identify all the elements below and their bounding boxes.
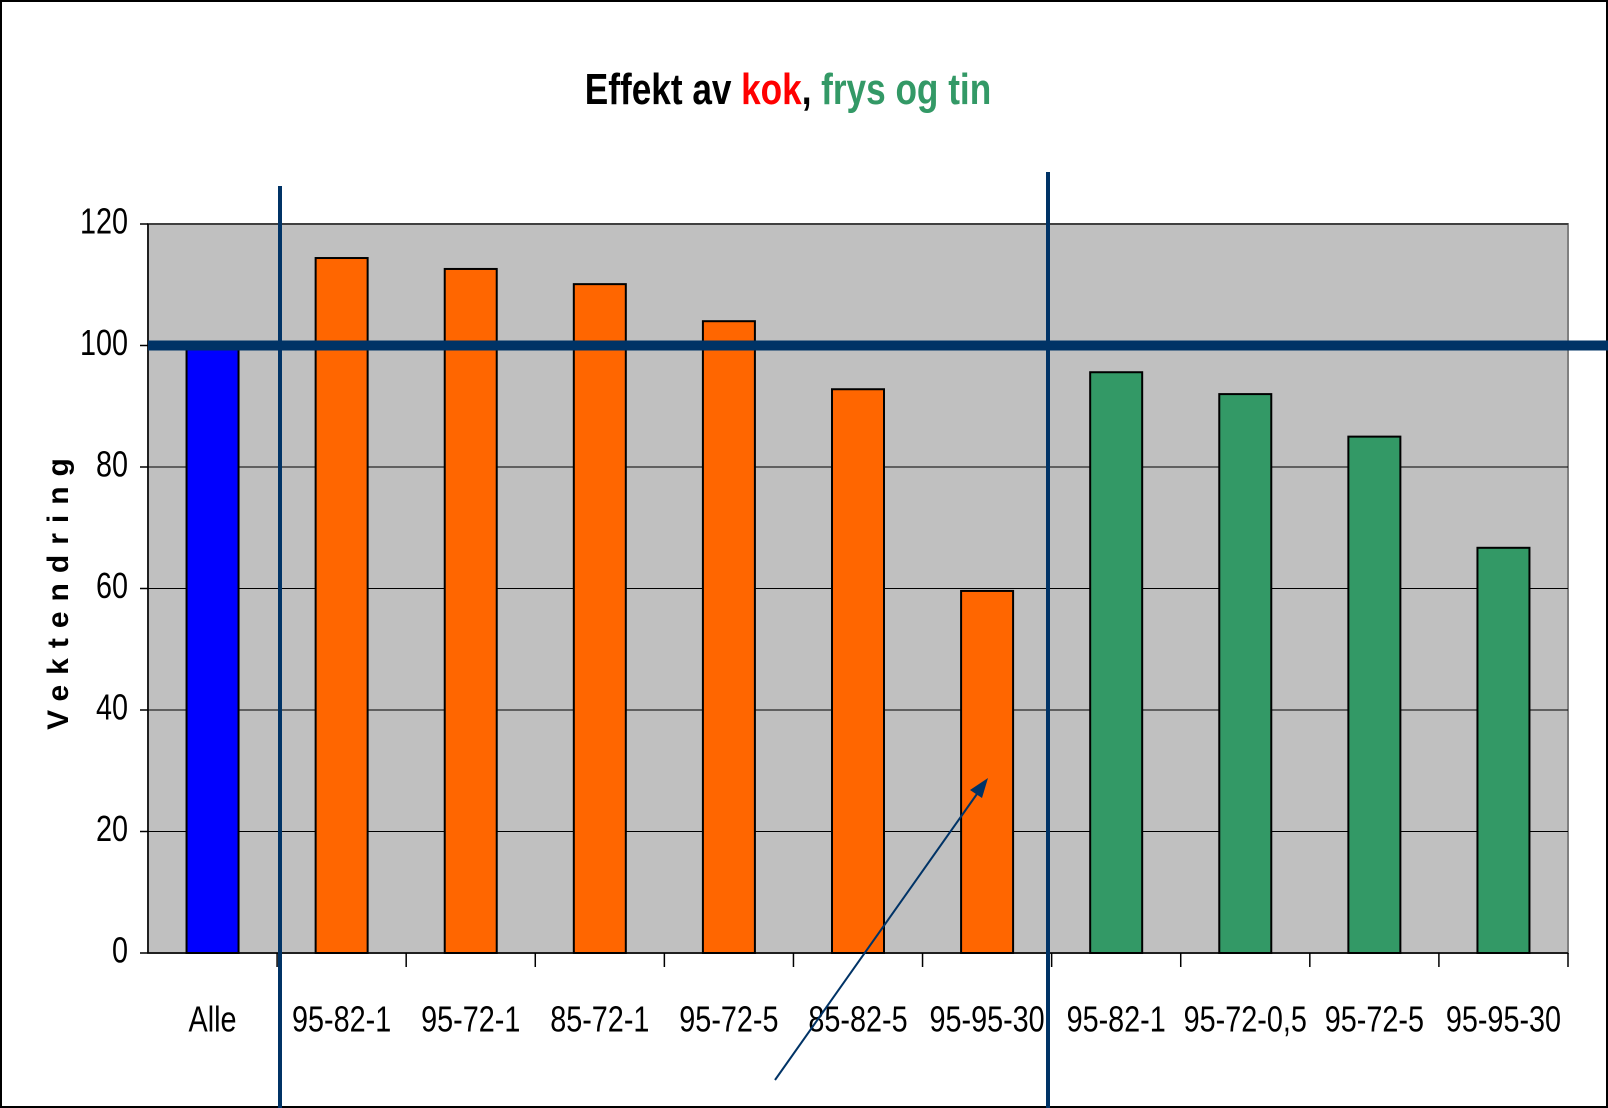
x-tick-label: 85-72-1 bbox=[550, 998, 649, 1039]
x-tick-label: 85-82-5 bbox=[808, 998, 907, 1039]
arrow-head bbox=[970, 778, 988, 798]
x-tick-label: 95-95-30 bbox=[929, 998, 1044, 1039]
bar bbox=[960, 589, 1015, 954]
bar bbox=[1347, 435, 1402, 954]
bar bbox=[1089, 371, 1144, 955]
x-tick-label: 95-95-30 bbox=[1446, 998, 1561, 1039]
bar bbox=[831, 388, 885, 954]
bar bbox=[443, 267, 498, 954]
bar bbox=[572, 283, 627, 954]
bar bbox=[314, 257, 369, 954]
y-tick-label: 80 bbox=[96, 443, 128, 484]
chart-title: Effekt av kok, frys og tin bbox=[585, 65, 991, 114]
x-tick-label: 95-82-1 bbox=[1067, 998, 1166, 1039]
y-tick-label: 40 bbox=[96, 686, 128, 727]
bar bbox=[185, 344, 240, 954]
x-tick-label: 95-82-1 bbox=[292, 998, 391, 1039]
x-tick-label: 95-72-5 bbox=[679, 998, 778, 1039]
arrow bbox=[774, 783, 985, 1081]
bar bbox=[1218, 393, 1273, 955]
title-part: kok bbox=[741, 65, 802, 114]
title-part: frys og tin bbox=[821, 65, 991, 114]
title-part: , bbox=[802, 65, 812, 114]
bar bbox=[701, 320, 756, 954]
y-tick-label: 60 bbox=[96, 565, 128, 606]
y-axis-label: Vektendring bbox=[42, 448, 75, 730]
y-tick-label: 120 bbox=[80, 200, 128, 241]
y-tick-label: 20 bbox=[96, 808, 128, 849]
x-tick-label: 95-72-0,5 bbox=[1184, 998, 1307, 1039]
x-tick-label: Alle bbox=[189, 998, 237, 1039]
y-tick-label: 0 bbox=[112, 929, 128, 970]
title-part: Effekt av bbox=[585, 65, 732, 114]
x-tick-label: 95-72-5 bbox=[1325, 998, 1424, 1039]
bar bbox=[1476, 546, 1531, 954]
y-tick-label: 100 bbox=[80, 322, 128, 363]
x-tick-label: 95-72-1 bbox=[421, 998, 520, 1039]
